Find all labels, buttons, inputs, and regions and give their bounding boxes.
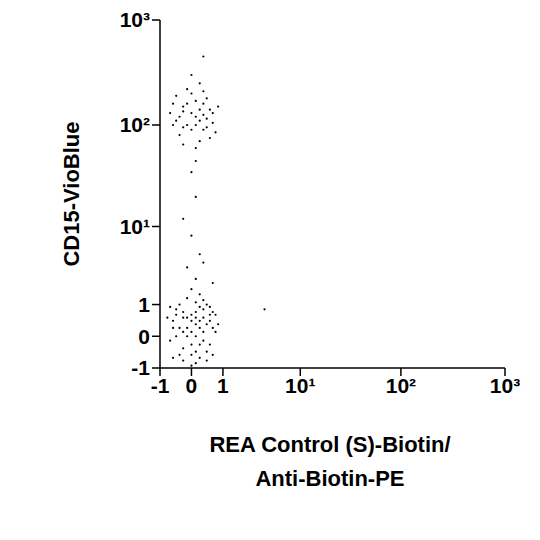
svg-text:10²: 10² — [386, 374, 416, 397]
svg-text:0: 0 — [186, 374, 198, 397]
html-text:REA Control (S)-Biotin/ Anti-B: REA Control (S)-Biotin/ Anti-Biotin-PE — [209, 432, 451, 491]
svg-text:10³: 10³ — [120, 8, 150, 31]
svg-text:1: 1 — [217, 374, 229, 397]
svg-text:1: 1 — [138, 293, 150, 316]
svg-text:10¹: 10¹ — [285, 374, 315, 397]
svg-text:-1: -1 — [131, 356, 150, 379]
svg-text:10³: 10³ — [490, 374, 520, 397]
svg-text:10¹: 10¹ — [120, 215, 150, 238]
svg-text:-1: -1 — [151, 374, 170, 397]
svg-text:0: 0 — [138, 325, 150, 348]
svg-text:10²: 10² — [120, 113, 150, 136]
html-text:CD15-VioBlue: CD15-VioBlue — [59, 121, 84, 267]
